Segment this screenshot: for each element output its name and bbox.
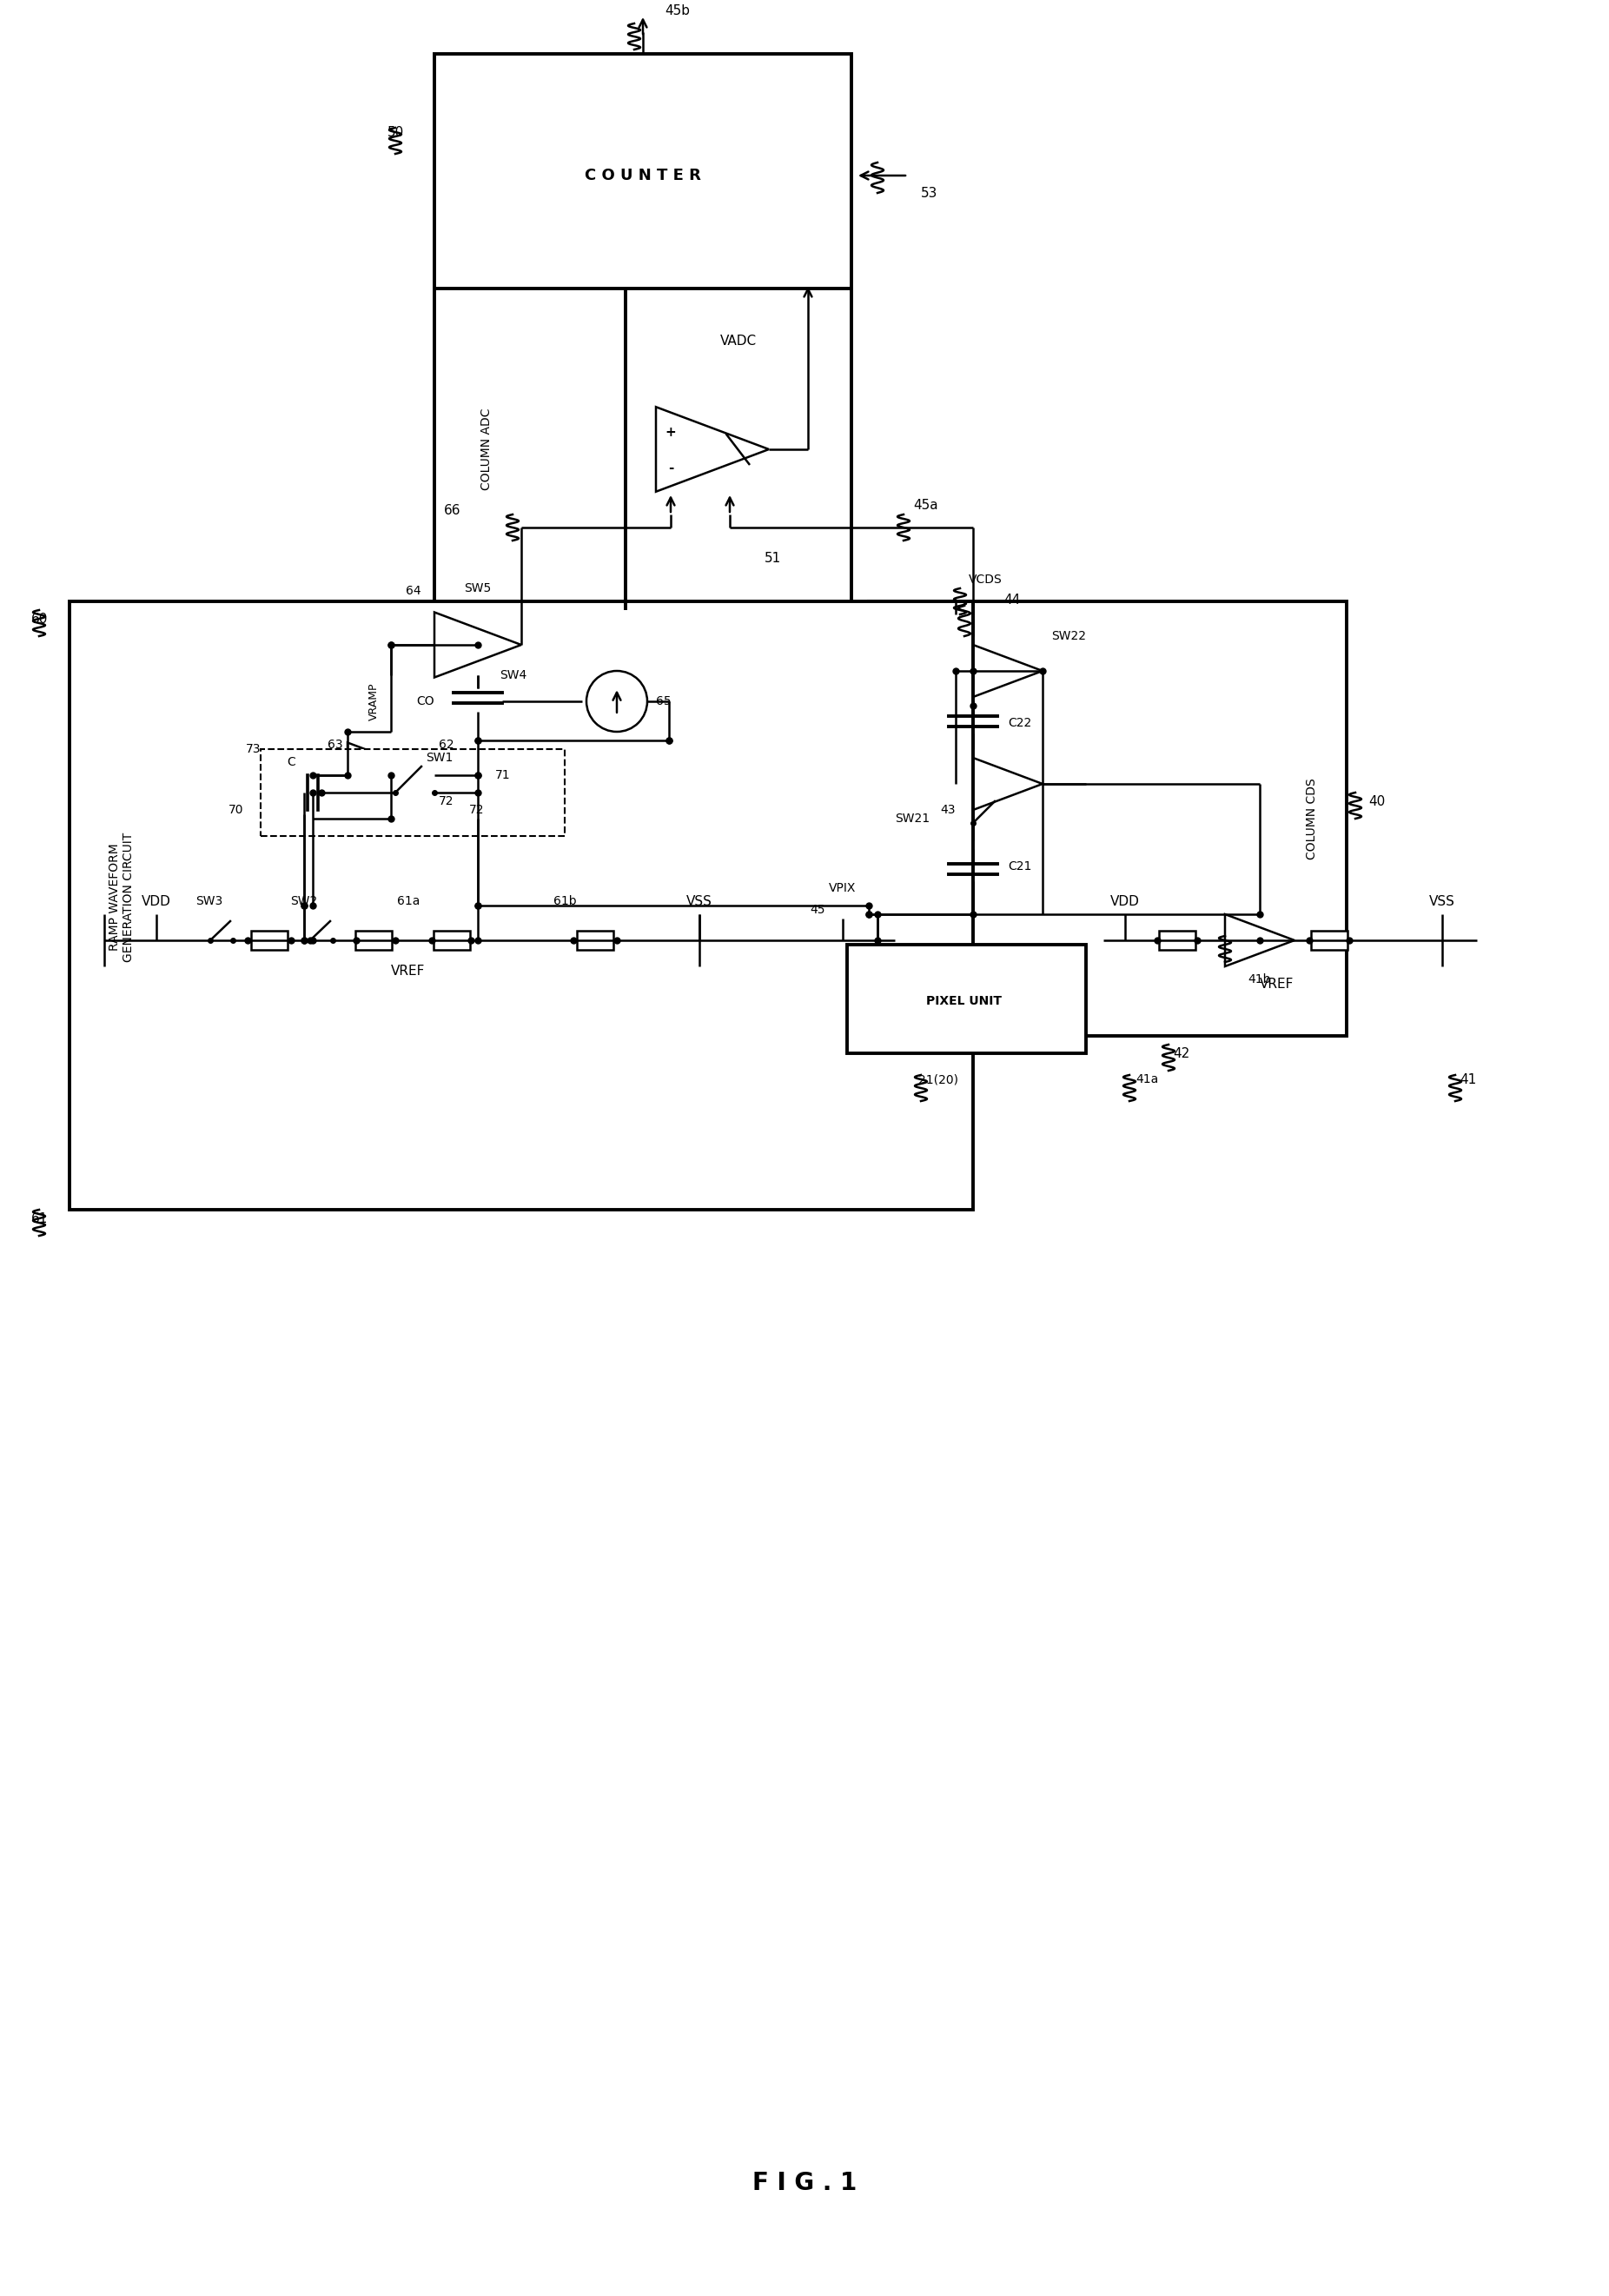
Text: 42: 42 <box>1173 1047 1189 1061</box>
Text: SW2: SW2 <box>291 895 317 907</box>
Text: RAMP WAVEFORM
GENERATION CIRCUIT: RAMP WAVEFORM GENERATION CIRCUIT <box>108 831 135 962</box>
Bar <box>356 930 393 951</box>
Text: 64: 64 <box>405 585 422 597</box>
Text: 61: 61 <box>31 1212 48 1224</box>
Text: 41: 41 <box>1459 1072 1477 1086</box>
Text: PIXEL UNIT: PIXEL UNIT <box>927 994 1002 1008</box>
Text: C O U N T E R: C O U N T E R <box>584 168 702 184</box>
Text: -: - <box>668 461 674 475</box>
Text: +: + <box>665 425 676 439</box>
Text: VRAMP: VRAMP <box>368 682 380 721</box>
Bar <box>1158 930 1195 951</box>
Text: SW4: SW4 <box>499 668 526 682</box>
Text: 44: 44 <box>1004 592 1020 606</box>
Text: 40: 40 <box>1368 794 1385 808</box>
Text: SW22: SW22 <box>1051 629 1086 643</box>
Text: SW1: SW1 <box>426 751 454 765</box>
Text: C21: C21 <box>1007 861 1031 872</box>
Bar <box>869 602 1347 1035</box>
Bar <box>251 930 288 951</box>
Text: F I G . 1: F I G . 1 <box>753 2170 856 2195</box>
Text: VADC: VADC <box>721 335 756 347</box>
Text: 72: 72 <box>439 794 454 808</box>
Text: 45: 45 <box>811 905 825 916</box>
Text: 53: 53 <box>920 186 938 200</box>
Text: SW21: SW21 <box>895 813 930 824</box>
Text: SW5: SW5 <box>465 583 491 595</box>
Text: VPIX: VPIX <box>829 882 856 893</box>
Text: COLUMN ADC: COLUMN ADC <box>481 409 492 491</box>
Text: 66: 66 <box>444 503 460 517</box>
Text: VREF: VREF <box>1260 978 1294 990</box>
Text: 60: 60 <box>31 613 48 625</box>
Text: 72: 72 <box>470 804 484 815</box>
Text: VREF: VREF <box>391 964 425 978</box>
Bar <box>1311 930 1347 951</box>
Text: 65: 65 <box>656 696 671 707</box>
Text: VSS: VSS <box>1429 895 1455 907</box>
Text: VDD: VDD <box>142 895 171 907</box>
Text: VSS: VSS <box>687 895 713 907</box>
Text: 62: 62 <box>439 739 454 751</box>
Text: 61a: 61a <box>397 895 420 907</box>
Text: 41a: 41a <box>1136 1072 1158 1086</box>
Bar <box>69 602 973 1210</box>
Text: 63: 63 <box>328 739 343 751</box>
Text: 45a: 45a <box>914 498 938 512</box>
Bar <box>846 944 1086 1054</box>
Text: COLUMN CDS: COLUMN CDS <box>1307 778 1318 859</box>
Text: 61b: 61b <box>553 895 576 907</box>
Text: VCDS: VCDS <box>969 574 1002 585</box>
Text: 71: 71 <box>496 769 510 781</box>
Text: C22: C22 <box>1007 716 1031 730</box>
Text: 41b: 41b <box>1249 974 1271 985</box>
Text: VDD: VDD <box>1110 895 1139 907</box>
Text: 51: 51 <box>764 551 782 565</box>
Text: SW3: SW3 <box>195 895 222 907</box>
Text: 43: 43 <box>941 804 956 815</box>
Bar <box>261 748 565 836</box>
Text: 21(20): 21(20) <box>919 1072 959 1086</box>
Text: 50: 50 <box>388 126 404 138</box>
Text: 45b: 45b <box>665 5 690 16</box>
Text: C: C <box>286 755 296 769</box>
Text: 73: 73 <box>246 744 261 755</box>
Bar <box>578 930 613 951</box>
Text: CO: CO <box>417 696 434 707</box>
Text: 70: 70 <box>228 804 243 815</box>
Bar <box>433 930 470 951</box>
Bar <box>434 53 851 611</box>
